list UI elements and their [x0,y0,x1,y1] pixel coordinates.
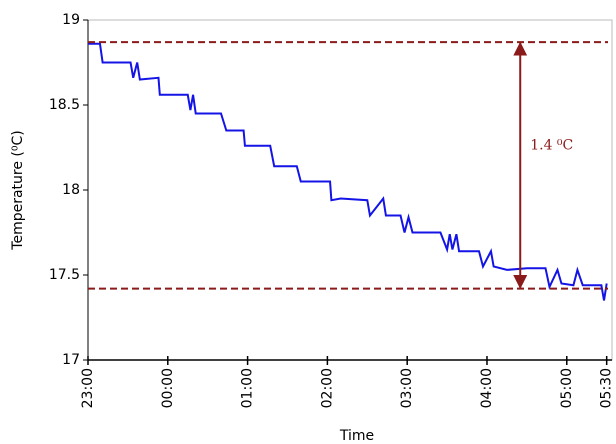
y-tick-label: 18 [62,182,80,198]
x-tick-label: 00:00 [160,368,176,408]
plot-frame [87,19,613,361]
x-tick-label: 05:30 [599,368,615,408]
x-tick-label: 04:00 [479,368,495,408]
y-tick-label: 17 [62,352,80,368]
annotation: 1.4 ⁰C [530,137,573,153]
y-tick-label: 17.5 [49,267,80,283]
y-axis-label: Temperature (⁰C) [10,130,26,250]
x-tick-label: 03:00 [399,368,415,408]
x-axis-label: Time [339,428,374,444]
x-tick-label: 23:00 [80,368,96,408]
y-tick-label: 18.5 [49,97,80,113]
x-tick-label: 01:00 [240,368,256,408]
data-line [88,42,608,301]
x-tick-label: 05:00 [559,368,575,408]
y-tick-label: 19 [62,12,80,28]
x-tick-label: 02:00 [319,368,335,408]
